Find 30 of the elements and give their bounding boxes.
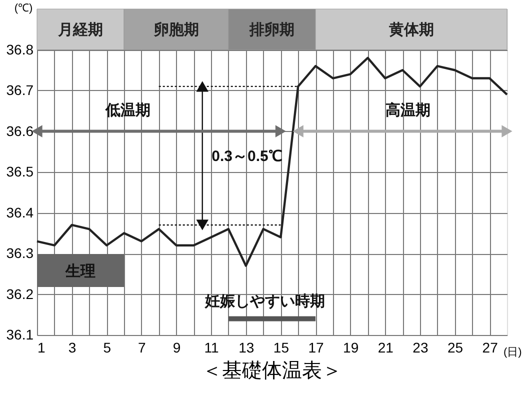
x-axis-title: (日)	[504, 346, 522, 358]
y-tick-label: 36.7	[6, 82, 34, 98]
x-tick-label: 11	[204, 340, 220, 356]
y-tick-label: 36.5	[6, 164, 34, 180]
band-label: 月経期	[57, 21, 104, 38]
x-tick-label: 9	[172, 340, 181, 356]
x-tick-label: 5	[103, 340, 112, 356]
x-tick-label: 27	[482, 340, 498, 356]
band-label: 黄体期	[388, 21, 434, 38]
band-label: 排卵期	[248, 21, 294, 38]
x-tick-label: 15	[273, 340, 290, 356]
x-tick-label: 19	[343, 340, 359, 356]
x-tick-label: 1	[38, 340, 46, 356]
x-tick-label: 3	[68, 340, 76, 356]
band-label: 生理	[64, 263, 96, 280]
x-tick-label: 21	[378, 340, 394, 356]
y-tick-label: 36.6	[6, 122, 34, 139]
y-tick-label: 36.1	[6, 326, 34, 342]
x-tick-label: 7	[138, 340, 146, 356]
x-tick-label: 17	[308, 340, 324, 356]
y-tick-label: 36.4	[6, 204, 34, 220]
y-tick-label: 36.8	[6, 41, 34, 58]
y-tick-label: 36.3	[6, 245, 34, 261]
y-tick-label: 36.2	[6, 286, 34, 302]
band-label: 卵胞期	[152, 21, 199, 38]
y-axis-title: (℃)	[14, 2, 33, 14]
x-tick-label: 13	[238, 340, 254, 356]
text: ＜基礎体温表＞	[202, 360, 342, 382]
x-tick-label: 23	[412, 340, 428, 356]
x-tick-label: 25	[447, 340, 464, 356]
